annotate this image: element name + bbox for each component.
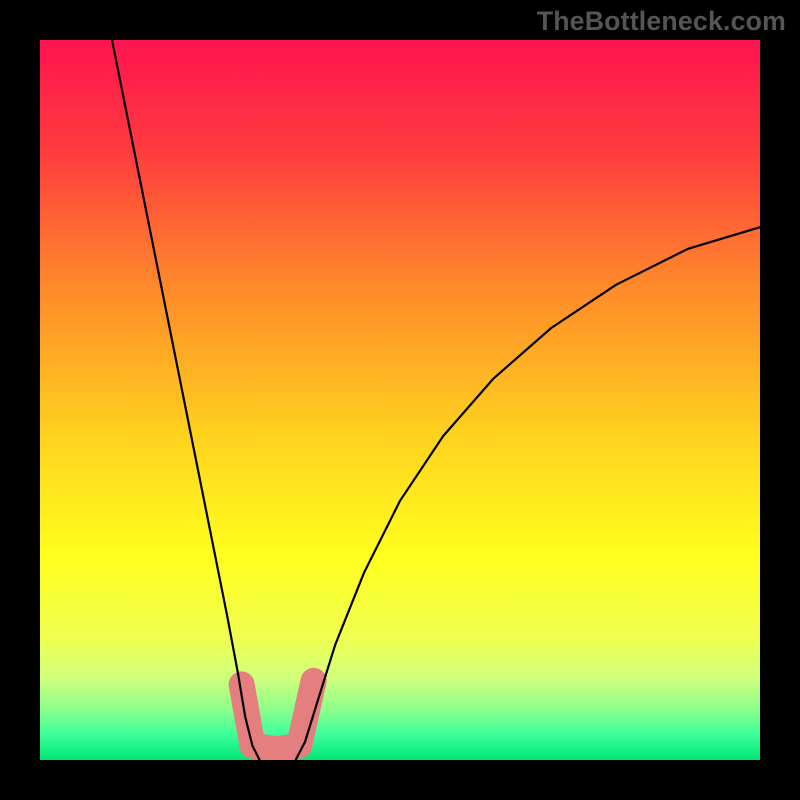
gradient-plot-svg	[40, 40, 760, 760]
gradient-background	[40, 40, 760, 760]
plot-area	[40, 40, 760, 760]
watermark-text: TheBottleneck.com	[537, 6, 786, 37]
chart-frame: TheBottleneck.com	[0, 0, 800, 800]
